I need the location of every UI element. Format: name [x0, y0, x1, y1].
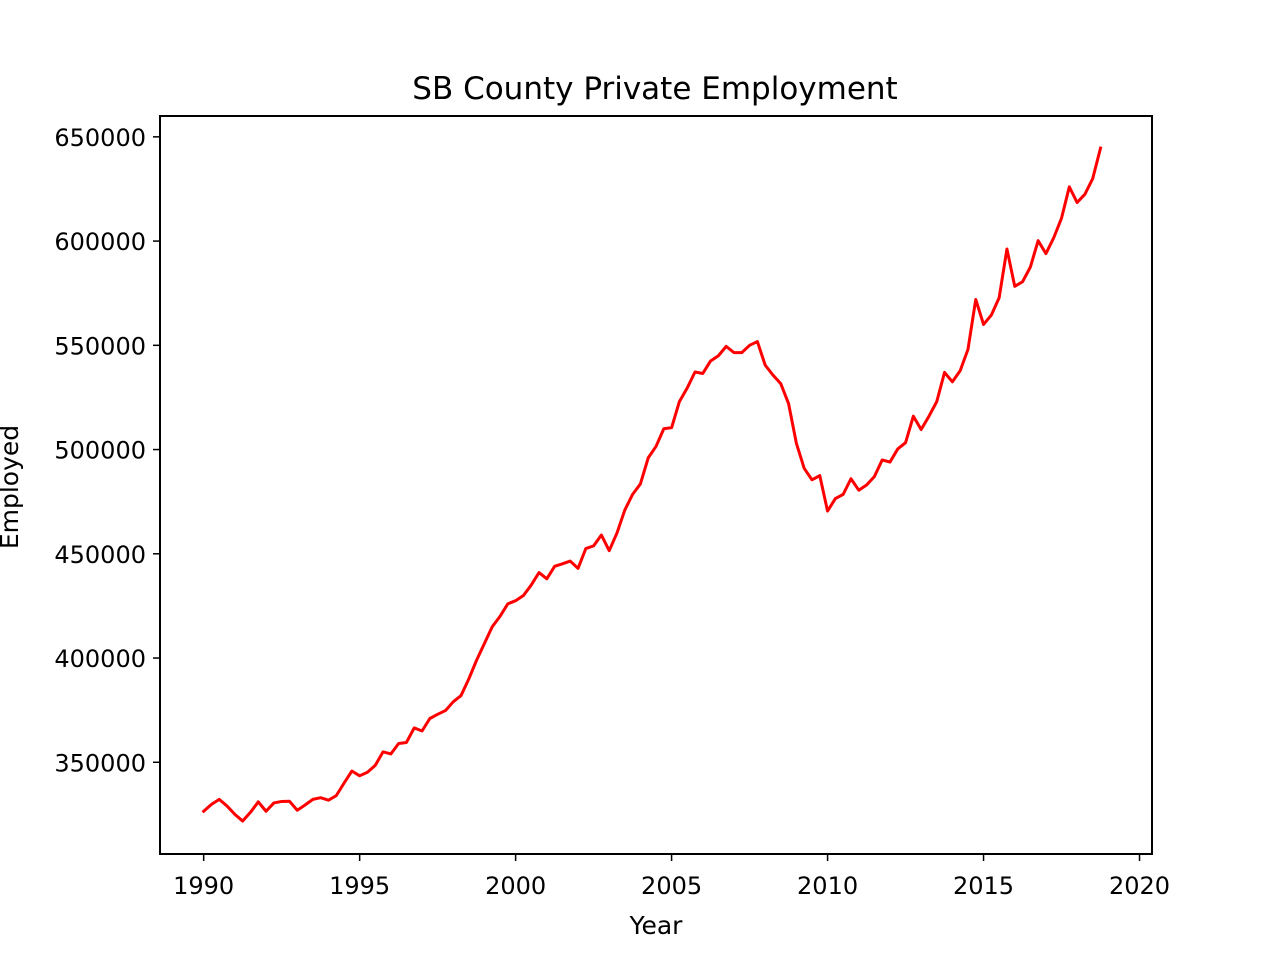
y-tick-label: 500000	[54, 437, 146, 465]
x-tick-label: 1990	[173, 872, 234, 900]
y-tick-label: 650000	[54, 124, 146, 152]
y-tick-label: 400000	[54, 645, 146, 673]
x-tick-label: 2010	[797, 872, 858, 900]
plot-area-frame	[159, 115, 1153, 855]
x-axis-ticks: 1990 1995 2000 2005 2010 2015 2020	[173, 854, 1170, 900]
y-tick-label: 350000	[54, 749, 146, 777]
x-tick-label: 2015	[953, 872, 1014, 900]
y-axis-ticks: 350000 400000 450000 500000 550000 600000 6500…	[54, 124, 160, 777]
x-tick-label: 2020	[1109, 872, 1170, 900]
y-tick-label: 550000	[54, 332, 146, 360]
y-axis-label: Employed	[0, 425, 24, 549]
y-tick-label: 450000	[54, 541, 146, 569]
series-line-employed	[201, 146, 1103, 823]
y-tick-label: 600000	[54, 228, 146, 256]
x-tick-label: 1995	[329, 872, 390, 900]
x-tick-label: 2005	[641, 872, 702, 900]
chart-title: SB County Private Employment	[412, 71, 897, 107]
series-layer	[201, 146, 1103, 823]
x-axis-label: Year	[629, 911, 684, 940]
x-tick-label: 2000	[485, 872, 546, 900]
